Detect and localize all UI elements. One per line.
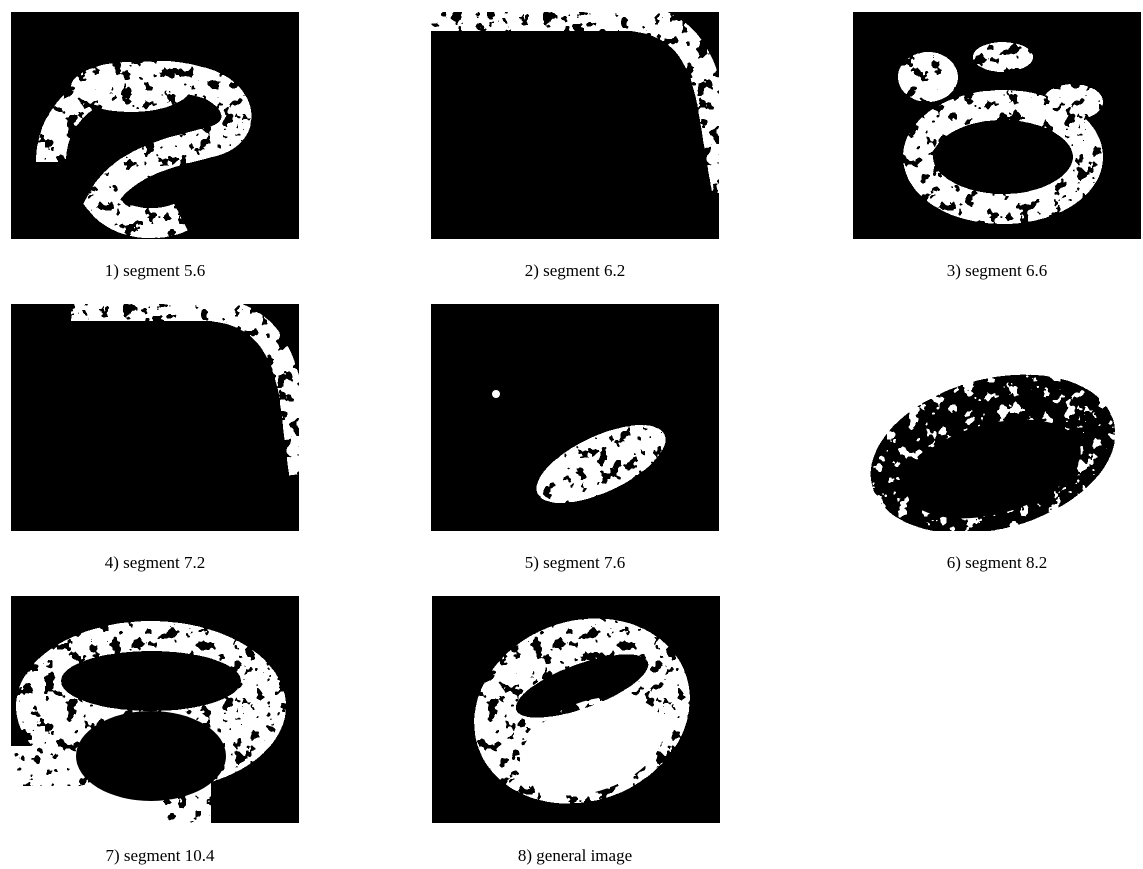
- panel-image: [11, 304, 301, 531]
- page: 1) segment 5.6 2) segment 6.2 3) segment…: [0, 0, 1143, 869]
- caption: 7) segment 10.4: [105, 846, 215, 865]
- panel-image: [432, 589, 720, 833]
- caption: 4) segment 7.2: [105, 553, 206, 572]
- panel-image: [853, 304, 1143, 559]
- caption: 6) segment 8.2: [947, 553, 1048, 572]
- panel-image: [431, 304, 719, 531]
- caption: 3) segment 6.6: [947, 261, 1048, 280]
- panel-image: [853, 12, 1141, 239]
- figure: 1) segment 5.6 2) segment 6.2 3) segment…: [0, 0, 1143, 869]
- caption: 5) segment 7.6: [525, 553, 626, 572]
- caption: 1) segment 5.6: [105, 261, 206, 280]
- caption: 8) general image: [518, 846, 632, 865]
- caption: 2) segment 6.2: [525, 261, 626, 280]
- panel-image: [11, 596, 299, 826]
- panel-image: [11, 12, 299, 239]
- panel-image: [431, 12, 726, 239]
